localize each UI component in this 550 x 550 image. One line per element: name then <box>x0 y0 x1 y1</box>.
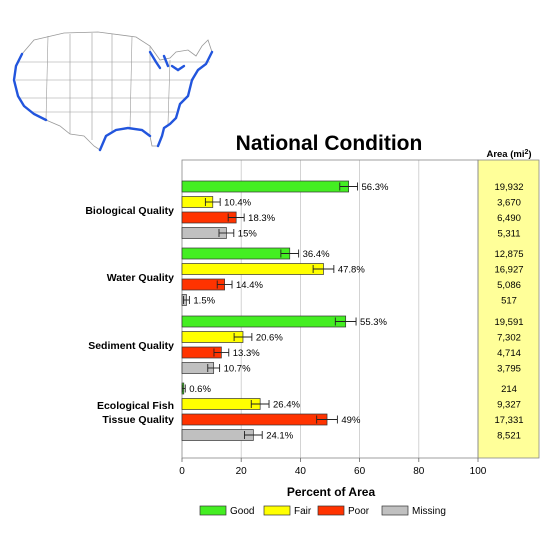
x-tick-label: 0 <box>179 466 185 477</box>
bar-value-label: 24.1% <box>266 431 293 442</box>
us-map-coastline <box>12 50 214 152</box>
category-label: Water Quality <box>107 272 174 284</box>
bar-fair <box>181 263 324 275</box>
category-label: Tissue Quality <box>102 414 174 426</box>
legend-swatch-poor <box>317 505 345 516</box>
bar-value-label: 47.8% <box>338 265 365 276</box>
area-value: 7,302 <box>497 333 521 344</box>
bar-value-label: 14.4% <box>236 280 263 291</box>
bar-value-label: 18.3% <box>248 213 275 224</box>
area-values: 19,932 3,670 6,490 5,311 12,875 16,927 5,086 51… <box>494 182 523 442</box>
area-value: 517 <box>501 296 517 307</box>
bar-value-label: 36.4% <box>303 249 330 260</box>
area-value: 214 <box>501 384 517 395</box>
area-value: 5,086 <box>497 280 521 291</box>
bar-value-label: 26.4% <box>273 400 300 411</box>
x-axis-label: Percent of Area <box>287 485 376 499</box>
bar-value-label: 0.6% <box>189 384 211 395</box>
area-value: 19,932 <box>494 182 523 193</box>
bar-value-label: 56.3% <box>362 182 389 193</box>
x-tick-label: 40 <box>295 466 307 477</box>
bar-value-label: 15% <box>238 229 258 240</box>
legend-label: Good <box>230 506 254 517</box>
area-value: 4,714 <box>497 348 521 359</box>
bar-good <box>181 247 291 260</box>
bar-missing <box>181 429 254 441</box>
category-label: Ecological Fish <box>97 400 174 412</box>
category-labels: Biological Quality Water Quality Sediment … <box>85 205 174 426</box>
bars: 56.3% 10.4% 18.3% 15% 36.4% 47.8% 14.4% 1.5% 55.… <box>181 180 389 442</box>
area-header: Area (mi2) <box>486 149 531 161</box>
gridlines <box>240 160 420 458</box>
bar-good <box>181 315 347 328</box>
area-value: 17,331 <box>494 415 523 426</box>
x-tick-label: 80 <box>413 466 425 477</box>
bar-fair <box>181 398 261 410</box>
area-value: 5,311 <box>497 229 520 240</box>
area-value: 3,670 <box>497 198 521 209</box>
category-label: Biological Quality <box>85 205 174 217</box>
legend-swatch-good <box>199 505 227 516</box>
area-value: 9,327 <box>497 400 521 411</box>
bar-value-label: 10.4% <box>224 198 251 209</box>
area-header-sup: 2 <box>524 149 528 156</box>
bar-value-label: 10.7% <box>224 364 251 375</box>
legend: Good Fair Poor Missing <box>199 505 446 517</box>
chart-title: National Condition <box>236 132 423 155</box>
category-label: Sediment Quality <box>88 340 174 352</box>
bar-poor <box>181 413 328 426</box>
bar-value-label: 20.6% <box>256 333 283 344</box>
x-tick-label: 20 <box>236 466 248 477</box>
legend-label: Fair <box>294 506 312 517</box>
area-value: 12,875 <box>494 249 523 260</box>
x-axis-ticks: 0 20 40 60 80 100 <box>179 458 487 477</box>
bar-value-label: 1.5% <box>193 296 215 307</box>
us-map-state-lines <box>16 33 210 140</box>
area-value: 16,927 <box>494 265 523 276</box>
plot-frame <box>181 159 479 459</box>
area-value: 3,795 <box>497 364 521 375</box>
legend-swatch-fair <box>263 505 291 516</box>
legend-label: Poor <box>348 506 370 517</box>
us-map-icon <box>12 31 214 152</box>
legend-label: Missing <box>412 506 446 517</box>
legend-swatch-missing <box>381 505 409 516</box>
bar-good <box>181 180 349 193</box>
area-value: 19,591 <box>494 317 523 328</box>
x-tick-label: 60 <box>354 466 366 477</box>
area-value: 6,490 <box>497 213 521 224</box>
x-tick-label: 100 <box>470 466 487 477</box>
area-value: 8,521 <box>497 431 521 442</box>
bar-value-label: 49% <box>341 415 361 426</box>
bar-value-label: 55.3% <box>360 317 387 328</box>
bar-value-label: 13.3% <box>233 348 260 359</box>
